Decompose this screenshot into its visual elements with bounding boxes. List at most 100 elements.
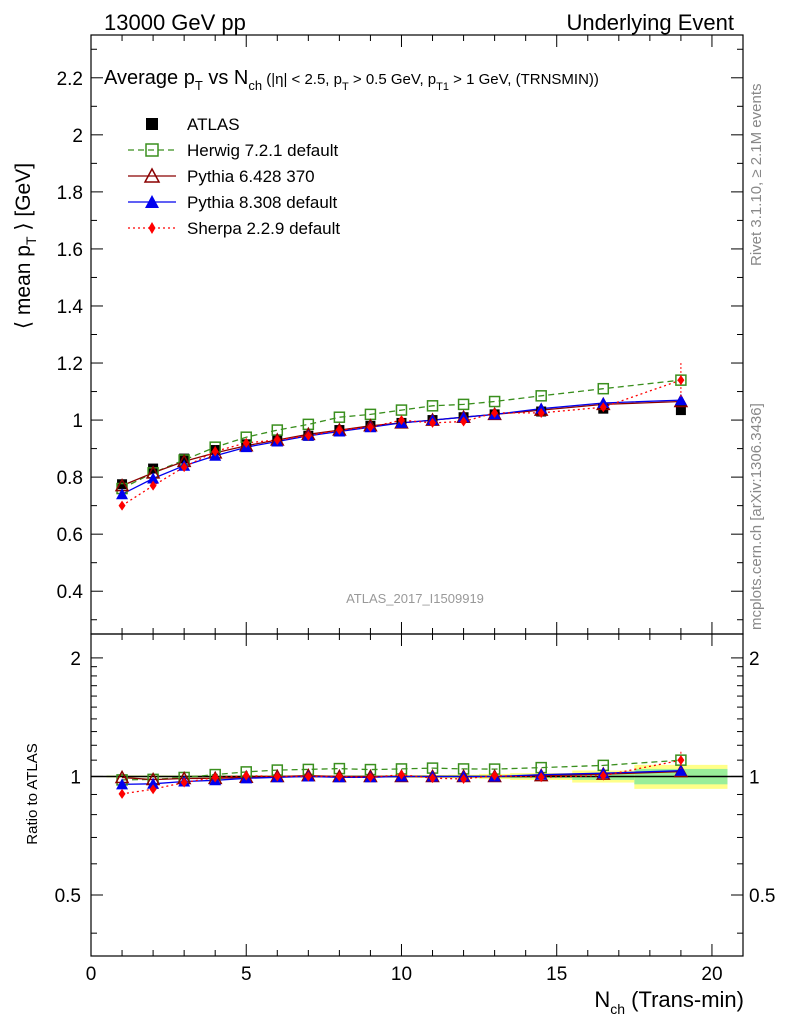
- main-point-sherpa-2-2-9-default: [677, 375, 685, 386]
- title-part-d-sub: T1: [436, 81, 449, 93]
- ratio-y-tick-label: 2: [70, 649, 81, 670]
- title-part-c: (|η| < 2.5, p: [262, 71, 342, 88]
- main-point-pythia-8-308-default: [674, 394, 687, 406]
- ratio-point-sherpa-2-2-9-default: [242, 770, 250, 781]
- main-y-tick-label: 0.6: [57, 525, 83, 546]
- main-y-tick-label: 1.6: [57, 240, 83, 261]
- title-part-e: > 1 GeV, (TRNSMIN)): [449, 71, 599, 88]
- main-line-pythia-6-428-370: [121, 400, 681, 487]
- ratio-point-sherpa-2-2-9-default: [304, 771, 312, 782]
- header-left-label: 13000 GeV pp: [104, 10, 246, 35]
- main-point-sherpa-2-2-9-default: [304, 430, 312, 441]
- ratio-point-sherpa-2-2-9-default: [118, 788, 126, 799]
- ratio-point-sherpa-2-2-9-default: [460, 774, 468, 785]
- main-point-pythia-8-308-default: [147, 472, 160, 484]
- main-legend: ATLAS Herwig 7.2.1 default Pythia 6.428 37…: [128, 115, 340, 238]
- ratio-y-tick-label-right: 0.5: [749, 886, 775, 907]
- legend-label-pythia-8-308-default: Pythia 8.308 default: [187, 193, 338, 212]
- legend-marker-herwig-7-2-1-default: [145, 143, 159, 157]
- ratio-series-markers: [114, 751, 689, 799]
- ratio-point-sherpa-2-2-9-default: [149, 784, 157, 795]
- ylabel-part-b: ⟩ [GeV]: [12, 163, 35, 237]
- title-part-b-sub: ch: [248, 78, 262, 93]
- ratio-point-pythia-8-308-default: [147, 777, 160, 789]
- title-part-d: > 0.5 GeV, p: [349, 71, 436, 88]
- main-y-tick-label: 1.2: [57, 354, 83, 375]
- ratio-point-sherpa-2-2-9-default: [397, 769, 405, 780]
- main-point-sherpa-2-2-9-default: [491, 407, 499, 418]
- x-tick-label: 20: [701, 964, 722, 985]
- title-part-c-sub: T: [342, 81, 349, 93]
- main-plot-title: Average pT vs Nch (|η| < 2.5, pT > 0.5 G…: [104, 67, 599, 93]
- x-tick-label: 15: [546, 964, 567, 985]
- main-point-herwig-7-2-1-default: [597, 382, 610, 395]
- title-part-b: vs N: [203, 67, 249, 89]
- ratio-point-sherpa-2-2-9-default: [677, 755, 685, 766]
- ratio-y-tick-label: 0.5: [55, 886, 81, 907]
- x-tick-label: 5: [241, 964, 252, 985]
- xlabel-part-sub: ch: [610, 1001, 625, 1017]
- main-line-sherpa-2-2-9-default: [121, 379, 682, 507]
- main-y-axis-label: ⟨ mean pT ⟩ [GeV]: [12, 163, 39, 329]
- ylabel-part-sub: T: [23, 236, 39, 245]
- rivet-version-label: Rivet 3.1.10, ≥ 2.1M events: [748, 84, 765, 267]
- xlabel-part-b: (Trans-min): [625, 987, 744, 1012]
- main-point-sherpa-2-2-9-default: [180, 462, 188, 473]
- legend-label-herwig-7-2-1-default: Herwig 7.2.1 default: [187, 141, 338, 160]
- legend-marker-pythia-8-308-default: [145, 195, 159, 208]
- ratio-point-sherpa-2-2-9-default: [491, 770, 499, 781]
- main-y-tick-label: 0.4: [57, 582, 84, 603]
- main-series-lines: [121, 379, 682, 507]
- ratio-y-tick-label: 1: [70, 767, 81, 788]
- main-series-markers: [114, 363, 689, 511]
- main-point-herwig-7-2-1-default: [488, 395, 501, 408]
- legend-marker-pythia-6-428-370: [143, 167, 161, 183]
- ratio-y-axis-label: Ratio to ATLAS: [24, 743, 41, 844]
- ratio-point-sherpa-2-2-9-default: [366, 772, 374, 783]
- main-line-herwig-7-2-1-default: [121, 379, 681, 490]
- main-panel: 0.4 0.6 0.8 1 1.2 1.4 1.6 1.8 2 2.2 ATLAS_2017_I1…: [12, 34, 744, 635]
- ratio-panel: 0.5 0.51 12 20 5 10 15 20 Ratio to ATLAS Nch (T…: [24, 633, 775, 1017]
- main-y-tick-label: 1.8: [57, 183, 83, 204]
- ratio-y-tick-label-right: 1: [749, 767, 760, 788]
- x-axis-label: Nch (Trans-min): [594, 987, 744, 1017]
- legend-label-pythia-6-428-370: Pythia 6.428 370: [187, 167, 315, 186]
- ratio-point-sherpa-2-2-9-default: [599, 770, 607, 781]
- main-point-sherpa-2-2-9-default: [397, 415, 405, 426]
- ratio-point-pythia-8-308-default: [116, 778, 129, 790]
- ratio-point-sherpa-2-2-9-default: [180, 777, 188, 788]
- main-point-sherpa-2-2-9-default: [335, 425, 343, 436]
- ratio-series-lines: [91, 759, 743, 795]
- ylabel-part-a: ⟨ mean p: [12, 245, 35, 329]
- main-point-herwig-7-2-1-default: [426, 400, 439, 412]
- main-point-herwig-7-2-1-default: [457, 398, 470, 411]
- main-point-sherpa-2-2-9-default: [273, 435, 281, 446]
- main-panel-axes: 0.4 0.6 0.8 1 1.2 1.4 1.6 1.8 2 2.2: [57, 34, 744, 635]
- main-point-sherpa-2-2-9-default: [211, 446, 219, 457]
- main-point-atlas: [675, 405, 686, 416]
- mcplots-source-label: mcplots.cern.ch [arXiv:1306.3436]: [748, 403, 765, 630]
- main-point-sherpa-2-2-9-default: [242, 437, 250, 448]
- ratio-point-sherpa-2-2-9-default: [335, 771, 343, 782]
- main-point-sherpa-2-2-9-default: [460, 416, 468, 427]
- main-y-tick-label: 2: [72, 126, 83, 147]
- ratio-point-sherpa-2-2-9-default: [211, 772, 219, 783]
- legend-marker-atlas: [146, 118, 158, 130]
- ratio-line-pythia-8-308-default: [121, 770, 681, 785]
- title-part-a: Average p: [104, 67, 195, 89]
- ratio-y-tick-label-right: 2: [749, 649, 760, 670]
- ratio-line-herwig-7-2-1-default: [121, 759, 681, 781]
- main-line-pythia-8-308-default: [121, 399, 681, 495]
- xlabel-part-a: N: [594, 987, 610, 1012]
- ratio-point-sherpa-2-2-9-default: [429, 773, 437, 784]
- main-point-pythia-8-308-default: [116, 488, 129, 500]
- main-y-tick-label: 1: [72, 411, 83, 432]
- main-point-herwig-7-2-1-default: [333, 411, 346, 423]
- main-y-tick-label: 2.2: [57, 69, 83, 90]
- main-point-atlas: [179, 453, 190, 464]
- ratio-point-sherpa-2-2-9-default: [537, 772, 545, 783]
- legend-label-sherpa-2-2-9-default: Sherpa 2.2.9 default: [187, 219, 340, 238]
- header-right-label: Underlying Event: [566, 10, 734, 35]
- x-tick-label: 0: [86, 964, 97, 985]
- legend-marker-sherpa-2-2-9-default: [148, 222, 156, 234]
